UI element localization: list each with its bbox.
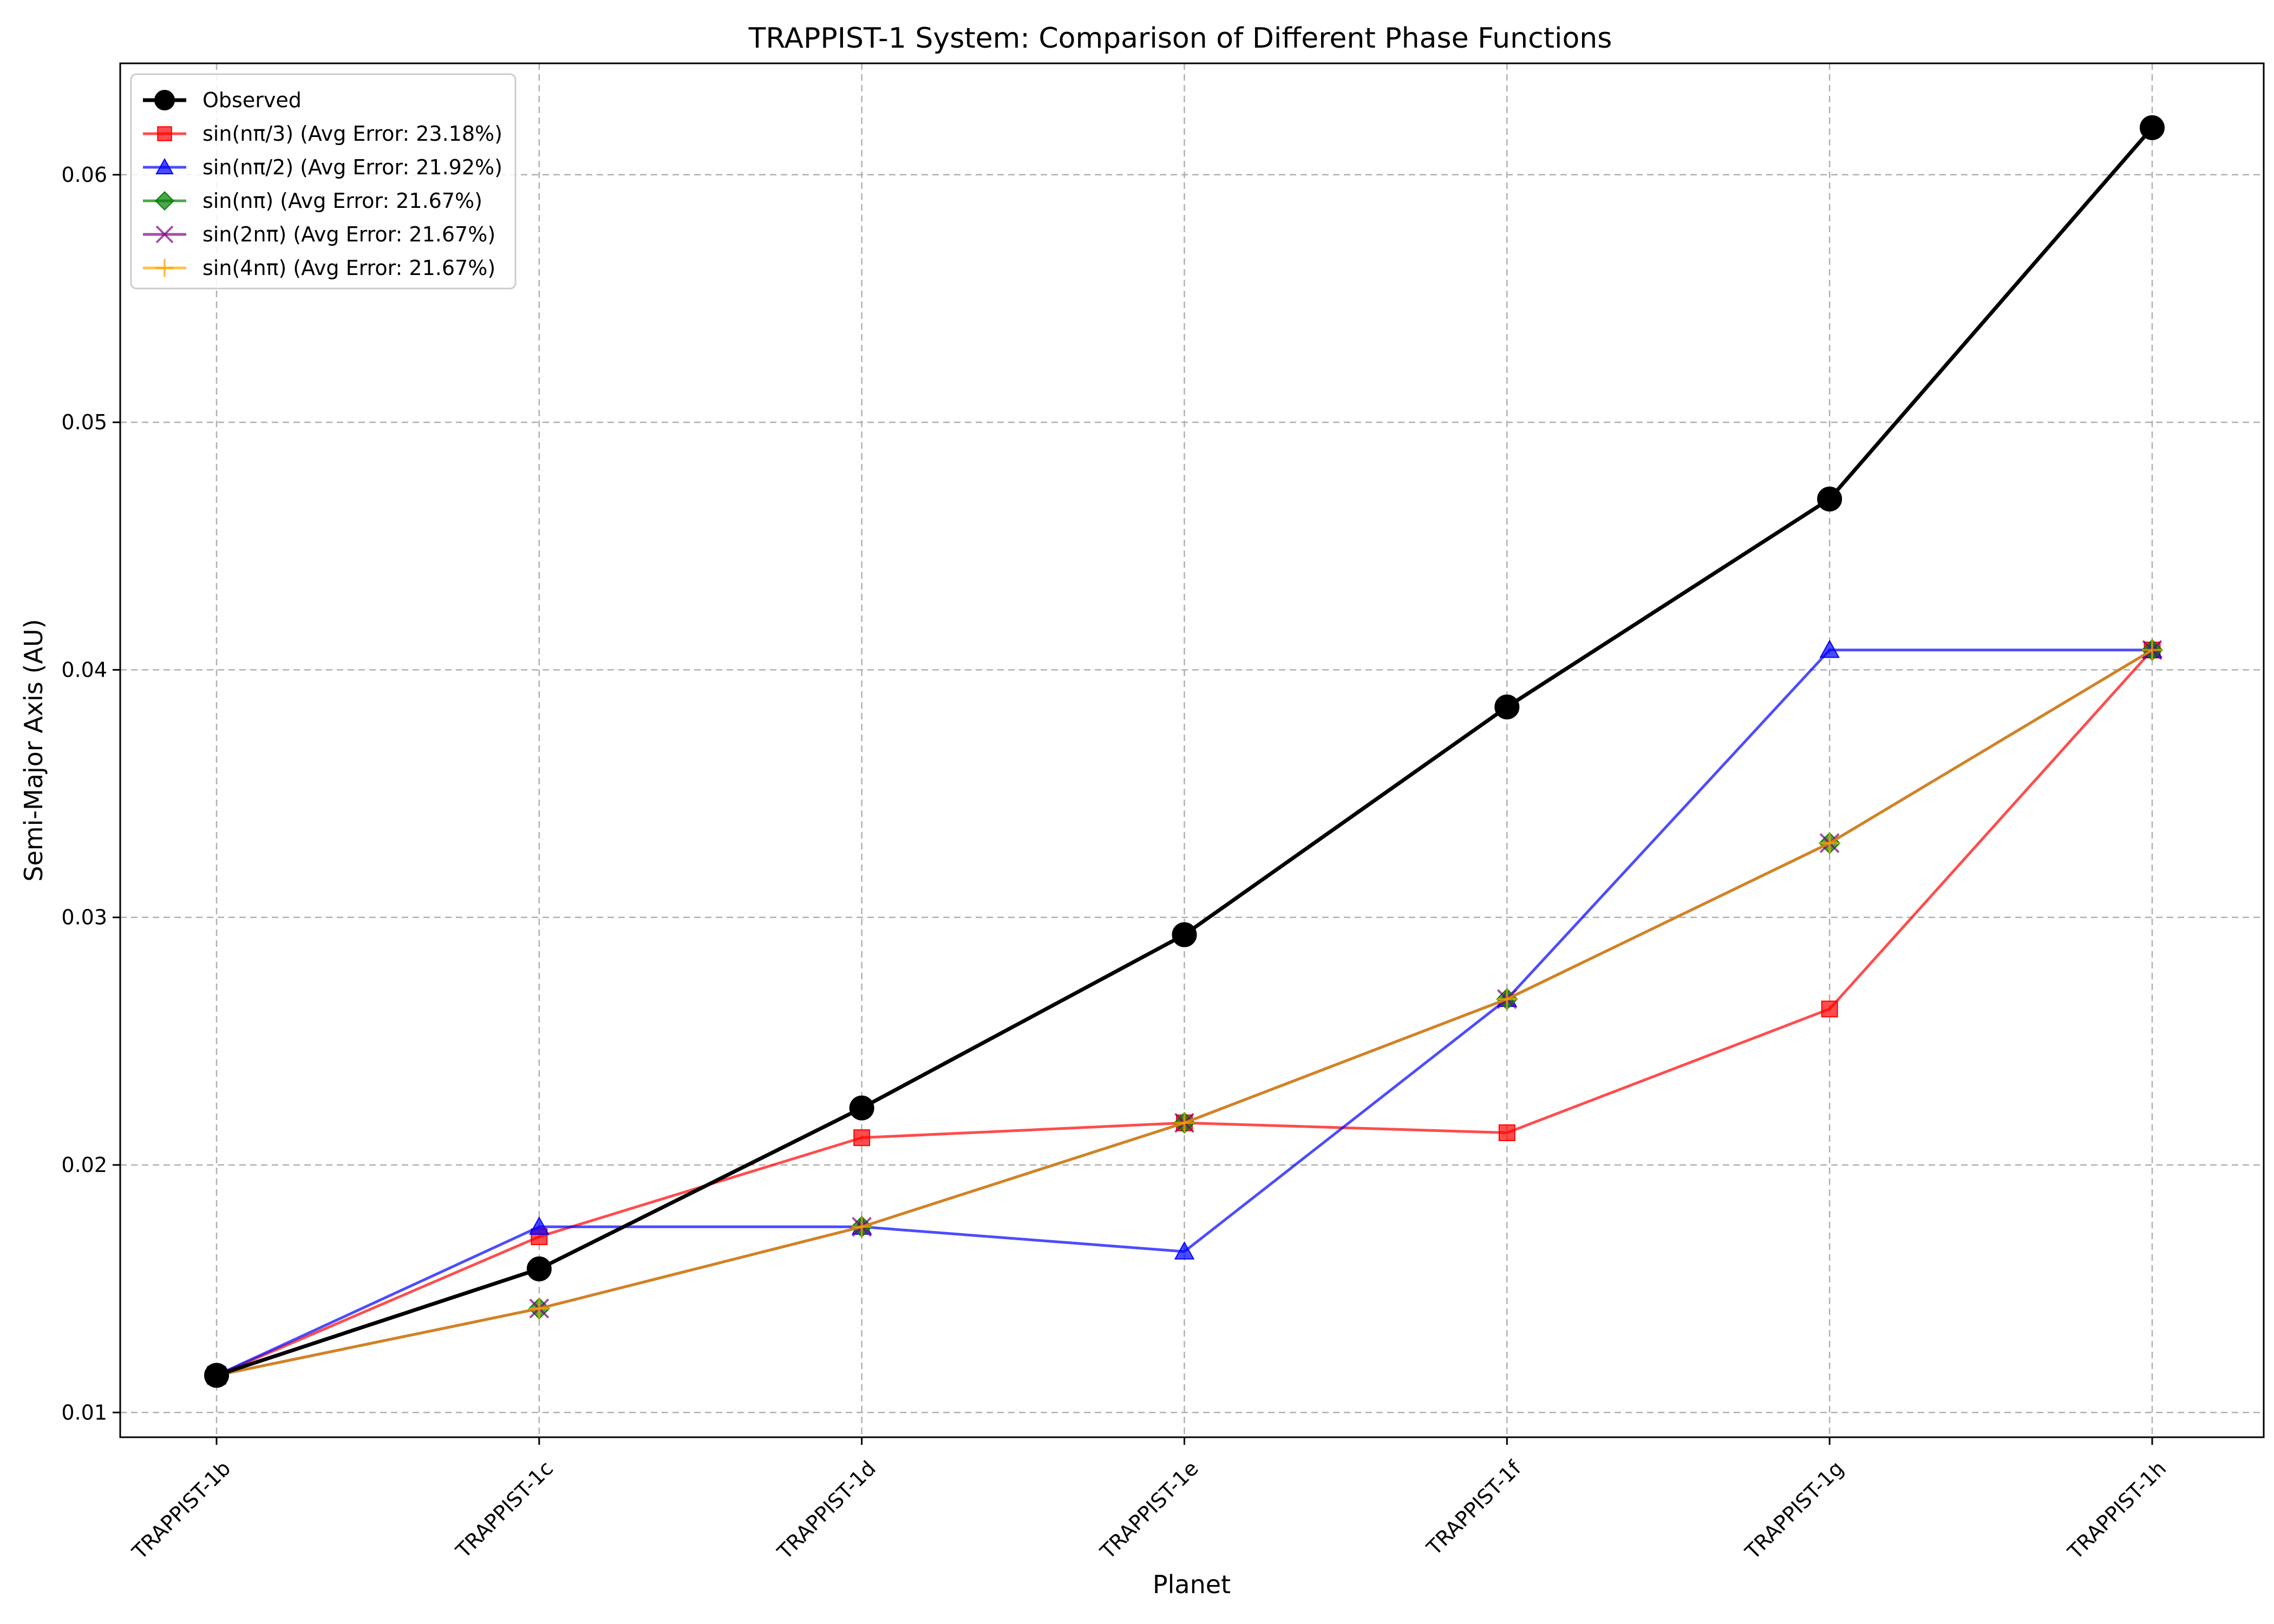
data-point [849, 1095, 874, 1121]
legend-item: sin(2nπ) (Avg Error: 21.67%) [143, 222, 495, 246]
series-layer [204, 115, 2165, 1388]
y-axis-label: Semi-Major Axis (AU) [19, 619, 48, 881]
x-tick-label: TRAPPIST-1c [451, 1456, 558, 1563]
grid [120, 63, 2264, 1437]
data-point [853, 1129, 871, 1147]
plot-frame [119, 62, 2265, 1438]
x-tick-label: TRAPPIST-1e [1095, 1456, 1203, 1564]
legend-item: sin(nπ) (Avg Error: 21.67%) [143, 189, 482, 213]
legend-marker [157, 126, 172, 141]
data-point [1821, 1000, 1838, 1018]
data-point [1494, 694, 1520, 719]
data-point [526, 1256, 552, 1282]
data-point [2140, 115, 2165, 140]
data-point [1817, 486, 1842, 512]
series-1 [208, 641, 2161, 1384]
y-tick-label: 0.06 [61, 163, 107, 187]
legend-marker [155, 225, 174, 244]
legend-item: sin(nπ/3) (Avg Error: 23.18%) [143, 122, 502, 146]
legend-box [130, 73, 517, 290]
y-tick-label: 0.03 [61, 906, 107, 929]
x-tick-label: TRAPPIST-1g [1740, 1456, 1848, 1564]
legend-item: sin(4nπ) (Avg Error: 21.67%) [143, 256, 495, 280]
data-point [1497, 988, 1518, 1010]
data-point [1174, 1241, 1195, 1260]
data-point [1819, 833, 1840, 854]
data-point [529, 1216, 550, 1235]
y-tick-label: 0.01 [61, 1400, 107, 1424]
y-tick-label: 0.04 [61, 658, 107, 682]
data-point [529, 1298, 550, 1319]
chart-title: TRAPPIST-1 System: Comparison of Differe… [748, 22, 1612, 55]
data-point [851, 1216, 872, 1237]
legend-marker [154, 90, 175, 110]
x-tick-label: TRAPPIST-1b [127, 1456, 235, 1564]
legend-label: sin(nπ/3) (Avg Error: 23.18%) [202, 122, 502, 146]
series-4 [206, 640, 2162, 1386]
legend-marker [155, 259, 174, 277]
x-tick-label: TRAPPIST-1f [1422, 1456, 1526, 1560]
series-0 [204, 115, 2165, 1388]
legend-item: sin(nπ/2) (Avg Error: 21.92%) [143, 155, 502, 179]
axis-ticks: TRAPPIST-1b TRAPPIST-1c TRAPPIST-1d TRAPPIS… [61, 163, 2171, 1564]
legend-label: sin(4nπ) (Avg Error: 21.67%) [202, 256, 495, 280]
legend-label: sin(nπ/2) (Avg Error: 21.92%) [202, 155, 502, 179]
legend-label: sin(nπ) (Avg Error: 21.67%) [202, 189, 482, 213]
data-point [1498, 1124, 1515, 1141]
x-tick-label: TRAPPIST-1d [773, 1456, 880, 1564]
data-point [2142, 640, 2162, 660]
legend: Observed sin(nπ/3) (Avg Error: 23.18%) sin… [130, 73, 517, 290]
legend-item: Observed [143, 88, 302, 112]
legend-marker [155, 191, 174, 211]
legend-label: Observed [202, 88, 302, 112]
data-point [1174, 1112, 1195, 1133]
legend-marker [155, 158, 174, 174]
data-point [204, 1363, 229, 1388]
data-point [1819, 639, 1840, 658]
legend-label: sin(2nπ) (Avg Error: 21.67%) [202, 222, 495, 246]
y-tick-label: 0.02 [61, 1153, 107, 1177]
data-point [1172, 922, 1197, 947]
x-axis-label: Planet [1153, 1570, 1231, 1599]
x-tick-label: TRAPPIST-1h [2063, 1456, 2171, 1564]
y-tick-label: 0.05 [61, 410, 107, 434]
